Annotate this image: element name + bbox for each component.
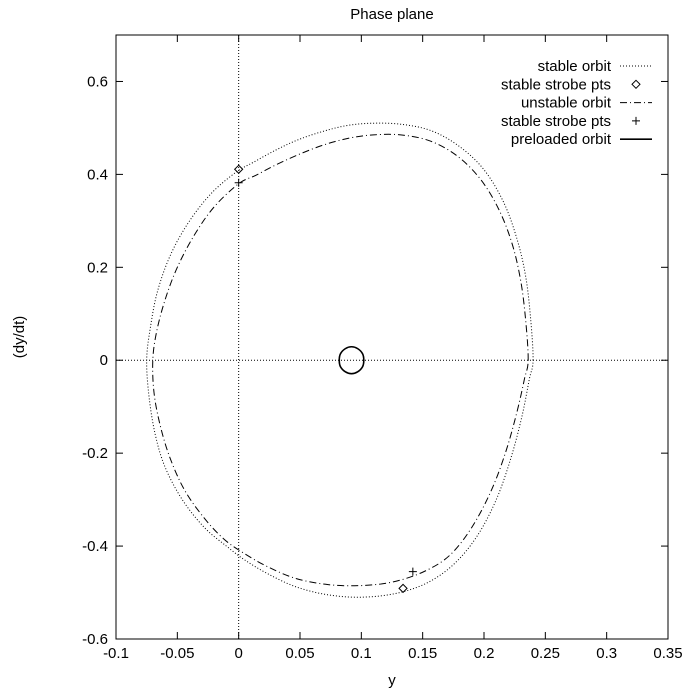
legend-label: preloaded orbit (511, 131, 612, 148)
x-tick-label: 0.25 (531, 645, 560, 662)
series-3 (234, 178, 417, 576)
legend-label: stable orbit (538, 58, 612, 75)
y-tick-label: 0.4 (87, 166, 108, 183)
x-tick-label: 0.05 (285, 645, 314, 662)
solid-orbit-line (338, 345, 365, 375)
legend-label: stable strobe pts (501, 113, 611, 130)
diamond-strobe-point (398, 583, 408, 594)
plot-frame (115, 34, 669, 640)
x-tick-label: 0.2 (474, 645, 495, 662)
plus-strobe-point (234, 178, 243, 187)
y-tick-label: -0.6 (82, 631, 108, 648)
plus-strobe-point (408, 567, 417, 576)
series-1 (233, 164, 408, 594)
y-tick-label: -0.4 (82, 538, 108, 555)
x-tick-label: -0.05 (160, 645, 194, 662)
x-tick-label: 0.35 (653, 645, 682, 662)
y-tick-label: -0.2 (82, 445, 108, 462)
x-tick-label: 0.1 (351, 645, 372, 662)
ticks-layer: -0.1 -0.05 0 0.05 0.1 0.15 0.2 0.25 0.3 0.35 -0.6 -… (82, 35, 683, 662)
y-axis-label: (dy/dt) (11, 316, 28, 359)
chart-title: Phase plane (350, 6, 433, 23)
series-2 (152, 133, 529, 587)
legend-marker (632, 116, 640, 125)
x-tick-label: 0.3 (596, 645, 617, 662)
legend-marker (631, 79, 641, 90)
y-tick-label: 0.2 (87, 259, 108, 276)
x-tick-label: 0 (234, 645, 242, 662)
y-tick-label: 0 (100, 352, 108, 369)
dashdot-orbit-line (152, 133, 529, 587)
diamond-strobe-point (233, 164, 244, 174)
zero-axes (116, 35, 668, 639)
x-axis-label: y (388, 672, 396, 689)
x-tick-label: 0.15 (408, 645, 437, 662)
legend-label: stable strobe pts (501, 76, 611, 93)
y-tick-label: 0.6 (87, 73, 108, 90)
legend-label: unstable orbit (521, 95, 612, 112)
series-layer (146, 122, 534, 598)
x-tick-label: -0.1 (103, 645, 129, 662)
series-4 (338, 345, 365, 375)
